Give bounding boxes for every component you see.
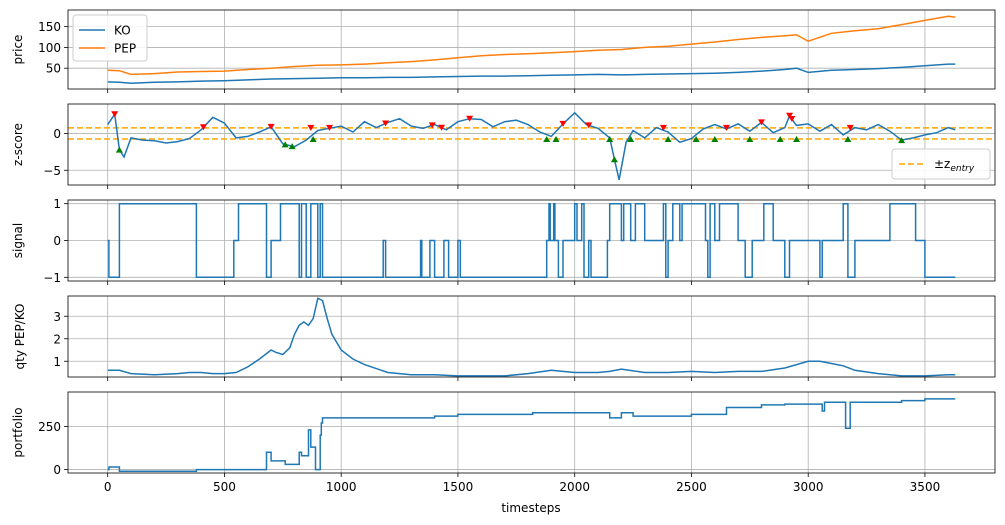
- y-axis-label: qty PEP/KO: [13, 304, 27, 370]
- y-tick-label: 1: [53, 197, 61, 211]
- legend-box: [891, 148, 991, 180]
- exit-marker-up: [627, 135, 635, 142]
- axes-frame: [67, 9, 996, 90]
- x-tick-label: 500: [213, 480, 236, 494]
- exit-marker-up: [309, 135, 317, 142]
- y-tick-label: 100: [38, 41, 61, 55]
- y-tick-label: 150: [38, 20, 61, 34]
- exit-marker-up: [552, 135, 560, 142]
- step-line: [107, 202, 956, 279]
- x-tick-label: 3000: [793, 480, 824, 494]
- axes-frame: [67, 391, 996, 474]
- x-tick-label: 1500: [443, 480, 474, 494]
- x-axis-label: timesteps: [501, 501, 560, 515]
- legend-box: [72, 14, 148, 62]
- legend: ±zentry: [891, 148, 991, 180]
- exit-marker-up: [606, 135, 614, 142]
- plot-area: [68, 111, 995, 180]
- step-line: [107, 398, 956, 473]
- y-axis-label: signal: [11, 223, 25, 259]
- y-tick-label: 50: [46, 62, 61, 76]
- exit-marker-up: [115, 146, 123, 153]
- y-axis-label: price: [11, 35, 25, 65]
- legend: KO PEP: [72, 14, 148, 62]
- exit-marker-up: [288, 143, 296, 150]
- series-line: [107, 297, 956, 377]
- panel-4: 1 2 3 qty PEP/KO: [13, 295, 996, 381]
- exit-marker-up: [281, 141, 289, 148]
- exit-marker-up: [664, 135, 672, 142]
- series-line-pep: [107, 15, 956, 76]
- axes-frame: [67, 103, 996, 186]
- x-tick-label: 2000: [559, 480, 590, 494]
- y-tick-label: −5: [43, 164, 61, 178]
- entry-marker-down: [382, 120, 390, 127]
- legend-label: KO: [114, 24, 131, 38]
- entry-marker-down: [199, 124, 207, 131]
- plot-area: [107, 15, 956, 84]
- exit-marker-up: [692, 135, 700, 142]
- series-line-ko: [107, 63, 956, 84]
- entry-marker-down: [659, 124, 667, 131]
- y-tick-label: 0: [53, 127, 61, 141]
- y-tick-label: −1: [43, 271, 61, 285]
- x-tick-label: 3500: [910, 480, 941, 494]
- entry-marker-down: [585, 122, 593, 129]
- y-tick-label: 0: [53, 463, 61, 477]
- y-axis-label: portfolio: [11, 407, 25, 457]
- exit-marker-up: [898, 137, 906, 144]
- legend-label: PEP: [114, 42, 136, 56]
- entry-marker-down: [788, 115, 796, 122]
- entry-marker-down: [559, 120, 567, 127]
- exit-marker-up: [844, 135, 852, 142]
- plot-area: [107, 297, 956, 377]
- entry-marker-down: [786, 112, 794, 119]
- axes-frame: [67, 295, 996, 378]
- entry-marker-down: [111, 111, 119, 118]
- exit-marker-up: [543, 135, 551, 142]
- entry-marker-down: [267, 123, 275, 130]
- exit-marker-up: [711, 135, 719, 142]
- entry-marker-down: [846, 124, 854, 131]
- entry-marker-down: [757, 119, 765, 126]
- x-tick-label: 2500: [676, 480, 707, 494]
- exit-marker-up: [746, 135, 754, 142]
- y-tick-label: 2: [53, 332, 61, 346]
- exit-marker-up: [610, 156, 618, 163]
- legend-label-subscript: entry: [950, 164, 974, 174]
- exit-marker-up: [776, 135, 784, 142]
- entry-marker-down: [307, 124, 315, 131]
- x-tick-label: 1000: [326, 480, 357, 494]
- panel-2: 0 −5 z-score ±zentry: [11, 103, 996, 189]
- x-tick-label: 0: [104, 480, 112, 494]
- entry-marker-down: [428, 122, 436, 129]
- panel-1: 50 100 150 price KO PEP: [11, 9, 996, 93]
- entry-marker-down: [326, 124, 334, 131]
- y-axis-label: z-score: [11, 123, 25, 166]
- panel-3: 1 0 −1 signal: [11, 197, 996, 285]
- entry-marker-down: [722, 124, 730, 131]
- y-tick-label: 0: [53, 234, 61, 248]
- y-tick-label: 1: [53, 355, 61, 369]
- series-line-zscore: [107, 111, 956, 180]
- entry-marker-down: [466, 115, 474, 122]
- y-tick-label: 250: [38, 420, 61, 434]
- exit-marker-up: [793, 135, 801, 142]
- plot-area: [107, 202, 956, 279]
- plot-area: [107, 398, 956, 473]
- y-tick-label: 3: [53, 310, 61, 324]
- entry-marker-down: [438, 124, 446, 131]
